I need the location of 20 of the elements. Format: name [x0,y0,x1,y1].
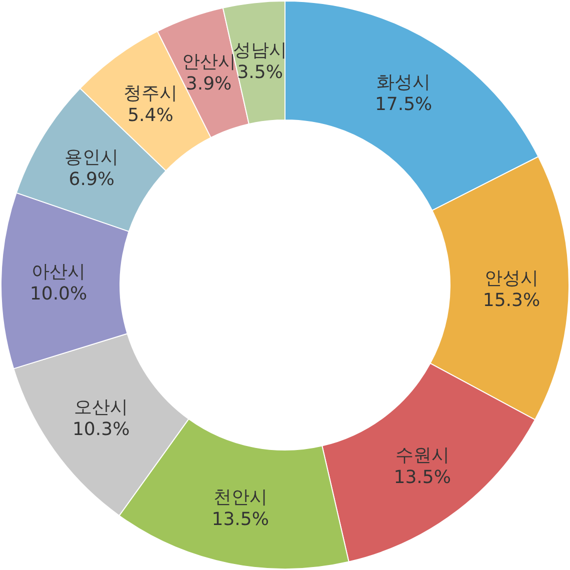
slice-label: 오산시 [74,397,128,418]
data-label: 3.5% [237,62,283,83]
slice-label: 안성시 [484,268,538,289]
slice-label: 수원시 [395,445,450,466]
slice-label: 용인시 [64,147,119,168]
slice-label: 아산시 [32,261,86,282]
slice-label: 성남시 [233,40,288,61]
data-label: 15.3% [482,290,540,311]
data-label: 6.9% [68,169,114,190]
data-label: 3.9% [186,74,232,95]
slice-label: 천안시 [213,487,268,508]
slice-label: 안산시 [182,52,236,73]
data-label: 10.3% [72,419,130,440]
data-label: 13.5% [212,509,269,530]
slice-label: 청주시 [123,82,178,104]
slice-label: 화성시 [376,72,431,94]
data-label: 13.5% [394,467,451,488]
data-label: 5.4% [128,104,174,126]
data-label: 17.5% [374,94,432,116]
data-label: 10.0% [30,283,88,304]
